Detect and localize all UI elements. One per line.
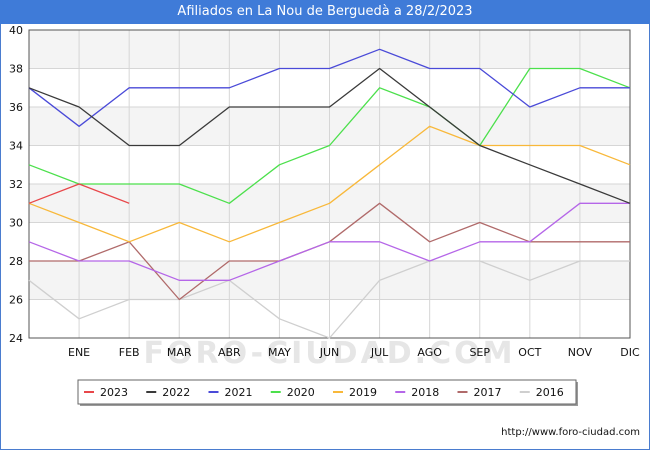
legend-label-2023: 2023 <box>100 386 128 399</box>
x-tick-label: ABR <box>218 346 241 359</box>
source-link[interactable]: http://www.foro-ciudad.com <box>501 427 640 438</box>
legend-label-2020: 2020 <box>287 386 315 399</box>
series-line-2016 <box>28 260 630 339</box>
series-line-2023 <box>28 183 130 204</box>
y-tick-label: 28 <box>9 255 23 268</box>
x-tick-label: JUL <box>370 346 389 359</box>
x-tick-label: SEP <box>469 346 490 359</box>
x-tick-label: ENE <box>68 346 90 359</box>
y-tick-label: 38 <box>9 63 23 76</box>
legend-box <box>77 379 577 405</box>
legend-label-2018: 2018 <box>411 386 439 399</box>
y-tick-label: 32 <box>9 178 23 191</box>
y-tick-label: 24 <box>9 332 23 345</box>
y-tick-label: 40 <box>9 24 23 37</box>
series-line-2018 <box>28 202 630 281</box>
legend-label-2021: 2021 <box>225 386 253 399</box>
x-tick-label: DIC <box>620 346 640 359</box>
legend-label-2016: 2016 <box>536 386 564 399</box>
x-tick-label: FEB <box>119 346 140 359</box>
series-line-2020 <box>28 67 631 204</box>
x-tick-label: OCT <box>518 346 541 359</box>
x-tick-label: MAY <box>268 346 291 359</box>
legend-label-2017: 2017 <box>474 386 502 399</box>
series-line-2021 <box>28 48 630 127</box>
x-tick-label: NOV <box>568 346 593 359</box>
legend-label-2022: 2022 <box>162 386 190 399</box>
x-tick-label: MAR <box>167 346 192 359</box>
watermark-text: FORO-CIUDAD.COM <box>144 336 516 371</box>
y-tick-label: 26 <box>9 294 23 307</box>
series-line-2022 <box>28 67 631 204</box>
series-line-2019 <box>28 125 631 243</box>
legend-label-2019: 2019 <box>349 386 377 399</box>
x-tick-label: AGO <box>417 346 442 359</box>
chart-title: Afiliados en La Nou de Berguedà a 28/2/2… <box>0 0 650 24</box>
y-tick-label: 36 <box>9 101 23 114</box>
y-tick-label: 34 <box>9 140 23 153</box>
x-tick-label: JUN <box>319 346 340 359</box>
y-tick-label: 30 <box>9 217 23 230</box>
